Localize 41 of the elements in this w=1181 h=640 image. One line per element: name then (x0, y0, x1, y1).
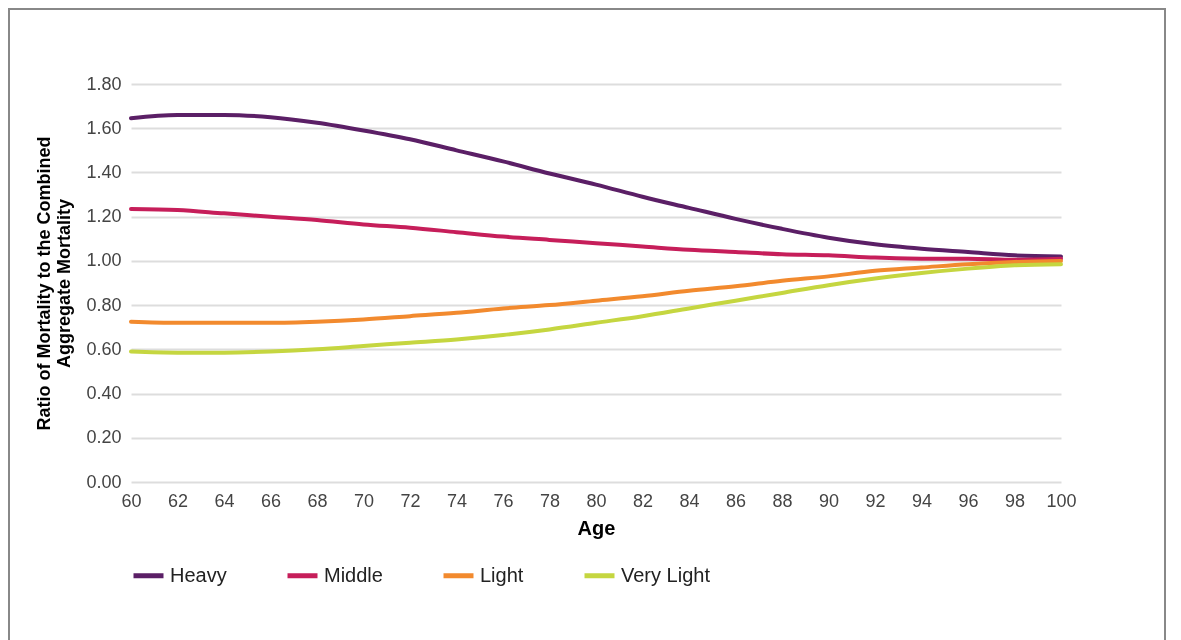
y-tick-label: 0.80 (86, 294, 122, 315)
y-axis-title: Ratio of Mortality to the Combined Aggregate Mortality (34, 136, 75, 431)
x-tick-label: 78 (539, 490, 561, 511)
x-tick-label: 74 (446, 490, 468, 511)
x-tick-label: 100 (1046, 490, 1077, 511)
x-tick-label: 80 (586, 490, 607, 511)
y-tick-label: 0.20 (86, 427, 122, 448)
y-tick-label: 1.60 (86, 117, 122, 138)
y-tick-label: 1.00 (86, 250, 122, 271)
x-tick-label: 72 (400, 490, 421, 511)
x-tick-label: 94 (911, 490, 933, 511)
y-tick-label: 0.00 (86, 471, 122, 492)
x-tick-label: 90 (818, 490, 840, 511)
legend-label: Light (480, 563, 524, 586)
x-tick-label: 76 (493, 490, 514, 511)
line-series (129, 206, 1063, 262)
line-series (129, 258, 1063, 325)
legend-label: Middle (324, 563, 383, 586)
line-series (129, 262, 1063, 355)
x-axis-title: Age (577, 516, 616, 539)
x-tick-label: 84 (679, 490, 700, 511)
y-tick-label: 0.60 (86, 338, 122, 359)
x-tick-label: 86 (725, 490, 747, 511)
y-tick-label: 1.80 (86, 73, 122, 94)
x-tick-label: 62 (167, 490, 189, 511)
x-tick-label: 98 (1004, 490, 1026, 511)
x-tick-label: 88 (772, 490, 793, 511)
x-tick-label: 96 (958, 490, 979, 511)
x-tick-label: 92 (865, 490, 886, 511)
line-series (129, 112, 1063, 259)
x-tick-label: 70 (353, 490, 375, 511)
y-tick-label: 0.40 (86, 383, 122, 404)
x-tick-label: 64 (214, 490, 235, 511)
x-tick-label: 66 (260, 490, 282, 511)
y-tick-label: 1.20 (86, 206, 122, 227)
x-tick-label: 60 (121, 490, 142, 511)
x-tick-label: 82 (632, 490, 654, 511)
legend-label: Heavy (170, 563, 227, 586)
legend-label: Very Light (621, 563, 711, 586)
x-tick-label: 68 (307, 490, 328, 511)
y-tick-label: 1.40 (86, 161, 122, 182)
